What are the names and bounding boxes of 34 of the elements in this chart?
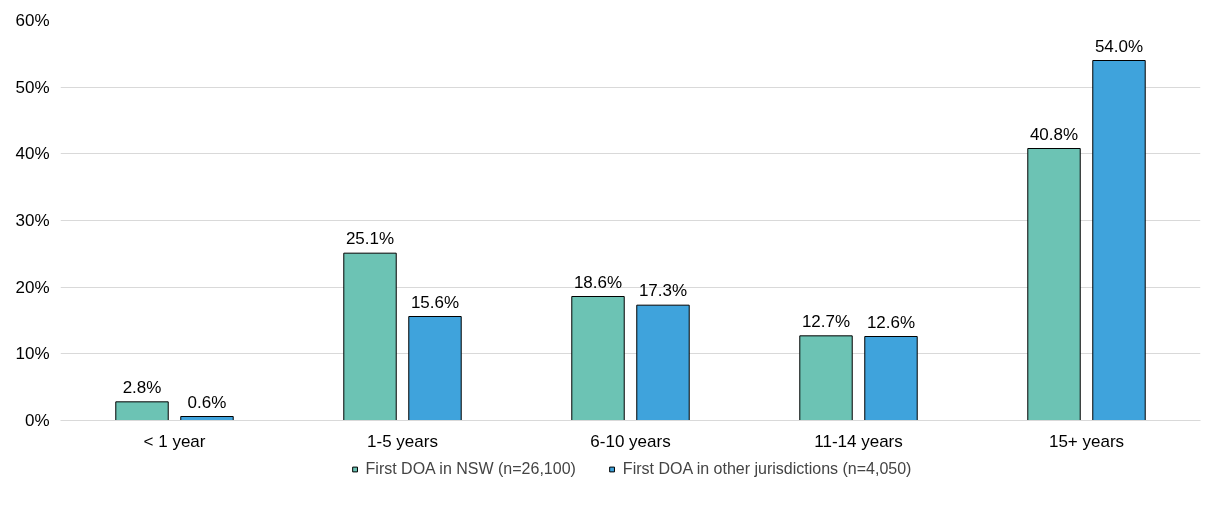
data-label: 12.6% — [866, 312, 916, 332]
y-tick-label: 10% — [15, 344, 50, 364]
y-tick-label: 0% — [24, 411, 50, 430]
y-tick-label: 40% — [15, 144, 50, 164]
data-label: 2.8% — [122, 377, 162, 397]
data-label: 0.6% — [187, 392, 227, 412]
data-label: 12.7% — [801, 311, 851, 331]
x-tick-label: < 1 year — [143, 431, 206, 451]
legend-label: First DOA in NSW (n=26,100) — [365, 460, 576, 478]
bar — [343, 252, 397, 421]
bar — [408, 316, 462, 421]
y-tick-label: 50% — [15, 77, 50, 97]
y-tick-label: 30% — [15, 211, 50, 230]
data-label: 40.8% — [1029, 124, 1079, 144]
bar — [864, 336, 918, 421]
bar — [571, 296, 625, 421]
x-tick-label: 1-5 years — [367, 431, 438, 451]
bar — [636, 304, 690, 421]
bar — [115, 401, 169, 421]
data-label: 18.6% — [573, 272, 623, 292]
bar — [1027, 148, 1081, 421]
legend-label: First DOA in other jurisdictions (n=4,050) — [622, 460, 912, 478]
data-label: 54.0% — [1094, 36, 1144, 56]
bar — [1092, 60, 1146, 421]
data-label: 25.1% — [345, 229, 395, 249]
y-tick-label: 60% — [15, 11, 50, 30]
data-label: 15.6% — [410, 292, 460, 312]
data-label: 17.3% — [638, 281, 688, 301]
x-tick-label: 11-14 years — [814, 431, 903, 451]
y-tick-label: 20% — [15, 277, 50, 297]
x-tick-label: 15+ years — [1048, 431, 1125, 451]
bar — [799, 335, 853, 421]
x-tick-label: 6-10 years — [590, 431, 671, 451]
bar — [180, 416, 234, 421]
